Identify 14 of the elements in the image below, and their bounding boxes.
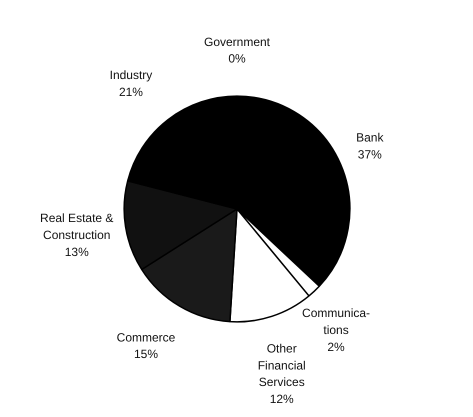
slice-label: Bank — [356, 130, 384, 145]
slice-label: Commerce — [116, 330, 176, 344]
slice-label: Real Estate & Construction — [40, 211, 114, 242]
data-label: 21% — [118, 84, 144, 99]
slice-label: Industry — [110, 68, 152, 82]
category-label: Government — [204, 34, 270, 49]
slice-label: Communica- tions — [302, 306, 370, 337]
data-label: 37% — [358, 147, 382, 162]
data-label: 15% — [134, 347, 158, 362]
data-label: 12% — [270, 392, 294, 406]
slice-label: Other Financial Services — [258, 342, 306, 390]
text: 0% — [228, 52, 246, 66]
data-label: 2% — [327, 340, 346, 354]
data-label: 13% — [64, 244, 90, 259]
